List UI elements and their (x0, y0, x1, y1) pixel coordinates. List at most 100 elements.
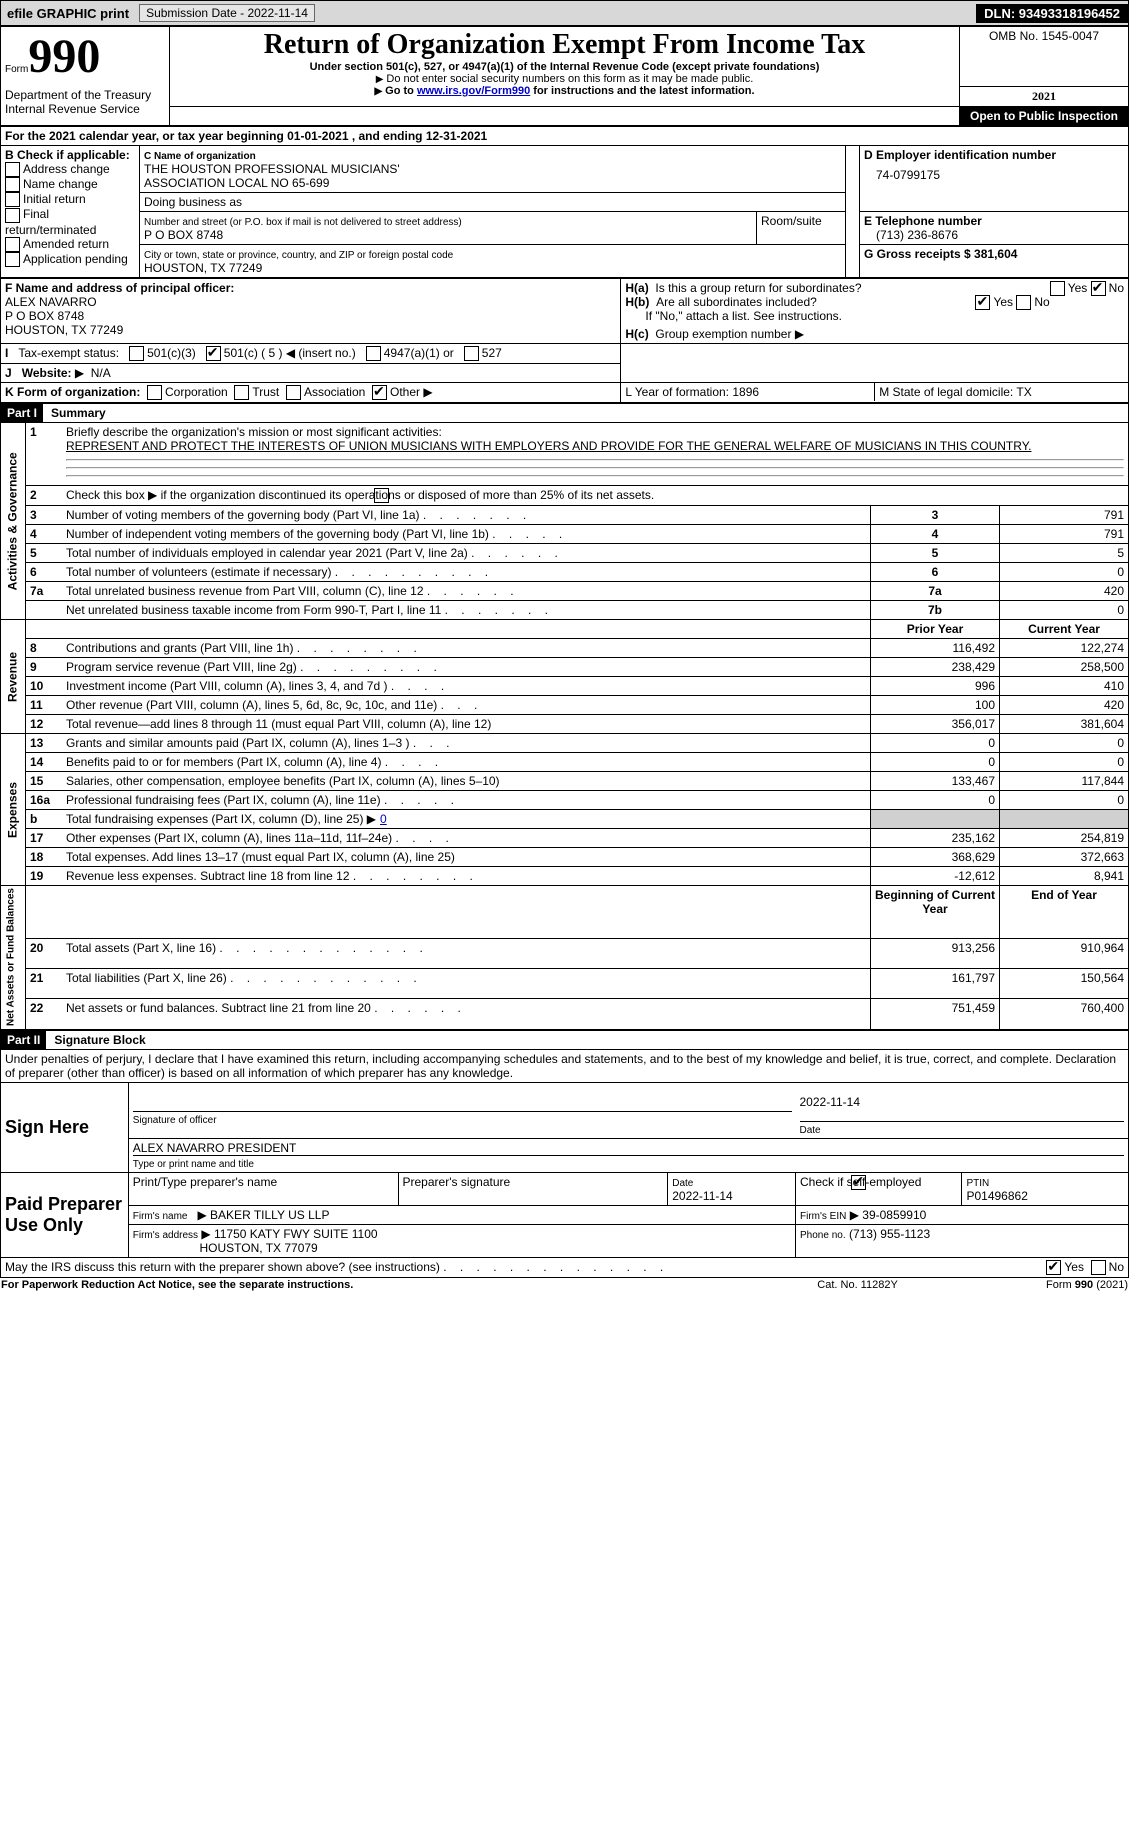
line16b-text: Total fundraising expenses (Part IX, col… (66, 812, 363, 826)
begin-year-hdr: Beginning of Current Year (871, 886, 1000, 938)
firm-phone: (713) 955-1123 (849, 1227, 930, 1241)
phone-value: (713) 236-8676 (864, 228, 1124, 242)
sig-officer-label: Signature of officer (133, 1115, 217, 1126)
firm-ein: 39-0859910 (862, 1208, 926, 1222)
b-opt-4: Amended return (23, 237, 109, 251)
part1-hdr: Part I (1, 404, 43, 422)
k-label: K Form of organization: (5, 385, 140, 399)
irs-label: Internal Revenue Service (5, 102, 165, 116)
discuss-no-checkbox[interactable] (1091, 1260, 1106, 1275)
b-opt-5: Application pending (23, 252, 128, 266)
discuss-text: May the IRS discuss this return with the… (5, 1260, 440, 1274)
section-fhij: F Name and address of principal officer:… (0, 278, 1129, 404)
header-table: Form990 Return of Organization Exempt Fr… (0, 26, 1129, 126)
goto-b: for instructions and the latest informat… (530, 85, 754, 97)
type-name-label: Type or print name and title (133, 1159, 254, 1170)
amended-checkbox[interactable] (5, 237, 20, 252)
omb-label: OMB No. 1545-0047 (960, 27, 1129, 87)
declaration-text: Under penalties of perjury, I declare th… (1, 1049, 1129, 1082)
submission-date-btn[interactable]: Submission Date - 2022-11-14 (139, 4, 315, 22)
officer-2: P O BOX 8748 (5, 309, 84, 323)
hb-no-checkbox[interactable] (1016, 295, 1031, 310)
addr-change-checkbox[interactable] (5, 162, 20, 177)
current-year-hdr: Current Year (1000, 620, 1129, 639)
vlabel-ag: Activities & Governance (1, 423, 26, 620)
hb-yes-checkbox[interactable] (975, 295, 990, 310)
q2-checkbox[interactable] (374, 488, 389, 503)
i-opt-2-cb[interactable] (366, 346, 381, 361)
vlabel-na: Net Assets or Fund Balances (1, 886, 26, 1029)
part1-title: Summary (43, 406, 106, 420)
i-opt-1-cb[interactable] (206, 346, 221, 361)
self-emp-checkbox[interactable] (851, 1175, 866, 1190)
efile-label: efile GRAPHIC print (1, 6, 135, 21)
form-word: Form (5, 64, 28, 75)
paid-preparer-label: Paid Preparer Use Only (1, 1172, 129, 1257)
street-label: Number and street (or P.O. box if mail i… (144, 217, 462, 228)
firm-name: BAKER TILLY US LLP (210, 1208, 329, 1222)
b-opt-1: Name change (23, 177, 98, 191)
irs-link[interactable]: www.irs.gov/Form990 (417, 85, 530, 97)
j-label: Website: (22, 366, 72, 380)
mission-text: REPRESENT AND PROTECT THE INTERESTS OF U… (66, 439, 1031, 453)
firm-addr-2: HOUSTON, TX 77079 (199, 1241, 317, 1255)
city-label: City or town, state or province, country… (144, 250, 453, 261)
prep-date: 2022-11-14 (672, 1189, 733, 1203)
i-opt-0-cb[interactable] (129, 346, 144, 361)
end-year-hdr: End of Year (1000, 886, 1129, 938)
line3-val: 791 (1000, 506, 1129, 525)
b-label: B Check if applicable: (5, 148, 135, 162)
m-label: M State of legal domicile: TX (875, 383, 1128, 401)
officer-1: ALEX NAVARRO (5, 295, 97, 309)
q1-label: Briefly describe the organization's miss… (66, 425, 442, 439)
sig-date: 2022-11-14 (800, 1085, 1125, 1122)
ha-yes-checkbox[interactable] (1050, 281, 1065, 296)
j-value: N/A (91, 366, 111, 380)
final-return-checkbox[interactable] (5, 208, 20, 223)
subtitle-2: Do not enter social security numbers on … (386, 73, 753, 85)
discuss-yes-checkbox[interactable] (1046, 1260, 1061, 1275)
cat-no: Cat. No. 11282Y (768, 1278, 947, 1292)
footer: For Paperwork Reduction Act Notice, see … (0, 1278, 1129, 1292)
i-label: Tax-exempt status: (18, 346, 119, 360)
line16b-val: 0 (376, 812, 387, 826)
calendar-year-line: For the 2021 calendar year, or tax year … (1, 126, 1129, 145)
b-opt-2: Initial return (23, 192, 86, 206)
i-opt-3-cb[interactable] (464, 346, 479, 361)
f-label: F Name and address of principal officer: (5, 281, 234, 295)
initial-return-checkbox[interactable] (5, 192, 20, 207)
app-pending-checkbox[interactable] (5, 252, 20, 267)
d-label: D Employer identification number (864, 148, 1124, 162)
pra-notice: For Paperwork Reduction Act Notice, see … (0, 1278, 768, 1292)
street-value: P O BOX 8748 (144, 228, 223, 242)
officer-name-title: ALEX NAVARRO PRESIDENT (133, 1141, 1124, 1156)
org-name-1: THE HOUSTON PROFESSIONAL MUSICIANS' (144, 162, 400, 176)
prep-name-label: Print/Type preparer's name (128, 1172, 398, 1205)
open-public-badge: Open to Public Inspection (960, 106, 1129, 125)
part2-hdr: Part II (1, 1031, 46, 1049)
vlabel-exp: Expenses (1, 734, 26, 886)
ptin-value: P01496862 (966, 1189, 1027, 1203)
c-label: C Name of organization (144, 151, 256, 162)
date-label: Date (800, 1125, 821, 1136)
prior-year-hdr: Prior Year (871, 620, 1000, 639)
section-a: For the 2021 calendar year, or tax year … (0, 126, 1129, 278)
q2-text: Check this box ▶ if the organization dis… (66, 488, 654, 502)
form-number: 990 (28, 30, 100, 83)
top-bar: efile GRAPHIC print Submission Date - 20… (0, 0, 1129, 26)
l-label: L Year of formation: 1896 (621, 383, 874, 401)
city-value: HOUSTON, TX 77249 (144, 261, 262, 275)
h-note: If "No," attach a list. See instructions… (645, 309, 842, 323)
part2-title: Signature Block (46, 1033, 145, 1047)
vlabel-rev: Revenue (1, 620, 26, 734)
hc-label: Group exemption number (655, 327, 791, 341)
ha-no-checkbox[interactable] (1091, 281, 1106, 296)
dept-label: Department of the Treasury (5, 88, 165, 102)
g-label: G Gross receipts $ 381,604 (860, 244, 1129, 277)
name-change-checkbox[interactable] (5, 177, 20, 192)
hb-label: Are all subordinates included? (656, 295, 817, 309)
ha-label: Is this a group return for subordinates? (655, 281, 861, 295)
part-1: Part ISummary Activities & Governance 1 … (0, 403, 1129, 1029)
dln-label: DLN: 93493318196452 (976, 4, 1128, 23)
firm-addr-1: 11750 KATY FWY SUITE 1100 (214, 1227, 378, 1241)
